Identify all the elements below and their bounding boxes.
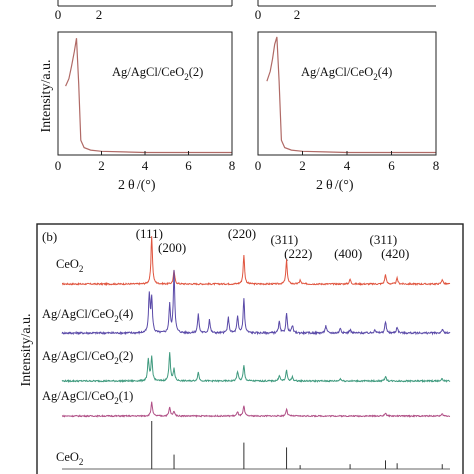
panel-frame xyxy=(57,31,233,156)
sample-labels: CeO2 Ag/AgCl/CeO2(4) Ag/AgCl/CeO2(2) Ag/AgC… xyxy=(42,257,133,467)
x-tick-label: 2 xyxy=(299,158,306,173)
sample-label: Ag/AgCl/CeO2(4) xyxy=(301,65,392,82)
x-tick-label: 4 xyxy=(142,158,149,173)
hkl-labels: (111)(200)(220) (311)(222) (400)(311)(420) xyxy=(136,226,410,261)
x-axis-title: 2 θ/(°) xyxy=(316,178,354,193)
x-ticks: 0 2 4 6 8 xyxy=(55,151,236,173)
top-right-upper-panel: 0 2 xyxy=(255,0,436,22)
panel-ag-agcl-ceo2-4: Ag/AgCl/CeO2(4) 0 2 4 6 8 2 θ/(°) xyxy=(255,31,440,193)
x-tick-label: 6 xyxy=(185,158,192,173)
xrd-pattern-line xyxy=(61,401,451,418)
top-right-upper-tick: 2 xyxy=(294,7,301,22)
panel-letter: (b) xyxy=(42,229,57,244)
xrd-pattern-line xyxy=(61,352,451,384)
x-tick-label: 4 xyxy=(344,158,351,173)
low-angle-xrd-line xyxy=(266,36,436,154)
sample-label: Ag/AgCl/CeO2(2) xyxy=(112,65,203,82)
sample-label: Ag/AgCl/CeO2(1) xyxy=(42,389,133,406)
x-tick-label: 0 xyxy=(55,158,62,173)
top-left-upper-tick: 0 xyxy=(55,7,62,22)
panel-ag-agcl-ceo2-2: Ag/AgCl/CeO2(2) 0 2 4 6 8 Intensity/a.u. 2 θ /… xyxy=(39,31,236,193)
hkl-label: (311) xyxy=(271,232,299,247)
x-tick-label: 8 xyxy=(433,158,440,173)
y-axis-title: Intensity/a.u. xyxy=(39,59,54,132)
xrd-pattern-line xyxy=(61,270,451,336)
sample-label: Ag/AgCl/CeO2(4) xyxy=(42,307,133,324)
panel-frame xyxy=(257,31,437,156)
hkl-label: (400) xyxy=(334,246,362,261)
hkl-label: (111) xyxy=(136,226,163,241)
x-tick-label: 8 xyxy=(229,158,236,173)
low-angle-xrd-line xyxy=(65,38,232,154)
xrd-patterns xyxy=(61,236,451,470)
x-axis-title: 2 θ/(°) xyxy=(118,178,156,193)
top-left-upper-tick: 2 xyxy=(96,7,103,22)
panel-frame xyxy=(36,223,464,474)
hkl-label: (420) xyxy=(381,246,409,261)
sample-label: CeO2 xyxy=(56,450,83,467)
x-ticks: 0 2 4 6 8 xyxy=(255,151,440,173)
sample-label: Ag/AgCl/CeO2(2) xyxy=(42,349,133,366)
xrd-pattern-line xyxy=(62,236,451,287)
top-left-upper-panel: 0 2 xyxy=(55,0,233,22)
x-tick-label: 2 xyxy=(98,158,105,173)
y-axis-title: Intensity/a.u. xyxy=(19,313,34,386)
x-tick-label: 6 xyxy=(388,158,395,173)
hkl-label: (220) xyxy=(228,226,256,241)
hkl-label: (200) xyxy=(158,240,186,255)
panel-b-wide-angle-xrd: (b) Intensity/a.u. (111)(200)(220) (311)(… xyxy=(19,223,464,474)
top-right-upper-tick: 0 xyxy=(255,7,262,22)
hkl-label: (222) xyxy=(284,246,312,261)
sample-label: CeO2 xyxy=(56,257,83,274)
hkl-label: (311) xyxy=(369,232,397,247)
x-tick-label: 0 xyxy=(255,158,262,173)
